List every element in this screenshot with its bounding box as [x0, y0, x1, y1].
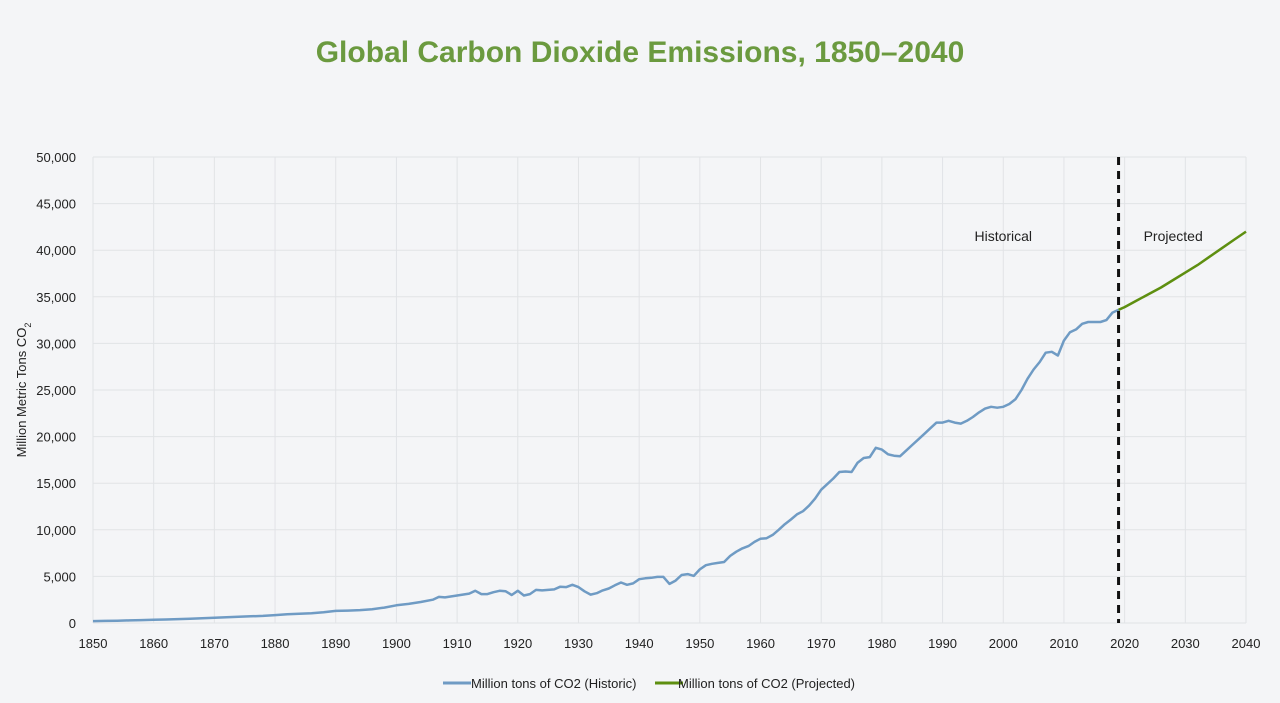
x-tick-label: 1950 [685, 636, 714, 651]
x-tick-label: 1980 [867, 636, 896, 651]
projected-series-line [1118, 230, 1247, 311]
x-tick-label: 1900 [382, 636, 411, 651]
x-tick-label: 2000 [989, 636, 1018, 651]
x-tick-label: 1920 [503, 636, 532, 651]
y-tick-label: 5,000 [43, 569, 76, 584]
y-axis-title: Million Metric Tons CO2 [14, 323, 33, 458]
y-tick-label: 15,000 [36, 476, 76, 491]
x-tick-label: 1990 [928, 636, 957, 651]
y-tick-label: 0 [69, 616, 76, 631]
x-tick-label: 1930 [564, 636, 593, 651]
x-tick-label: 1940 [625, 636, 654, 651]
y-tick-label: 25,000 [36, 383, 76, 398]
x-tick-label: 1960 [746, 636, 775, 651]
x-tick-label: 1970 [807, 636, 836, 651]
legend-label: Million tons of CO2 (Historic) [471, 676, 636, 691]
x-tick-label: 1870 [200, 636, 229, 651]
x-tick-label: 2030 [1171, 636, 1200, 651]
x-tick-label: 1860 [139, 636, 168, 651]
y-tick-label: 20,000 [36, 430, 76, 445]
x-tick-label: 1890 [321, 636, 350, 651]
x-tick-label: 1850 [79, 636, 108, 651]
legend-label: Million tons of CO2 (Projected) [678, 676, 855, 691]
projected-label: Projected [1144, 228, 1203, 244]
y-tick-label: 40,000 [36, 243, 76, 258]
x-tick-label: 1910 [443, 636, 472, 651]
y-tick-label: 10,000 [36, 523, 76, 538]
y-tick-label: 35,000 [36, 290, 76, 305]
x-tick-label: 2020 [1110, 636, 1139, 651]
y-tick-label: 30,000 [36, 336, 76, 351]
historic-series-line [92, 308, 1120, 623]
chart-title: Global Carbon Dioxide Emissions, 1850–20… [315, 36, 965, 69]
x-tick-label: 1880 [261, 636, 290, 651]
y-tick-label: 50,000 [36, 150, 76, 165]
y-tick-label: 45,000 [36, 197, 76, 212]
x-tick-label: 2040 [1232, 636, 1261, 651]
historical-label: Historical [974, 228, 1032, 244]
x-tick-label: 2010 [1049, 636, 1078, 651]
